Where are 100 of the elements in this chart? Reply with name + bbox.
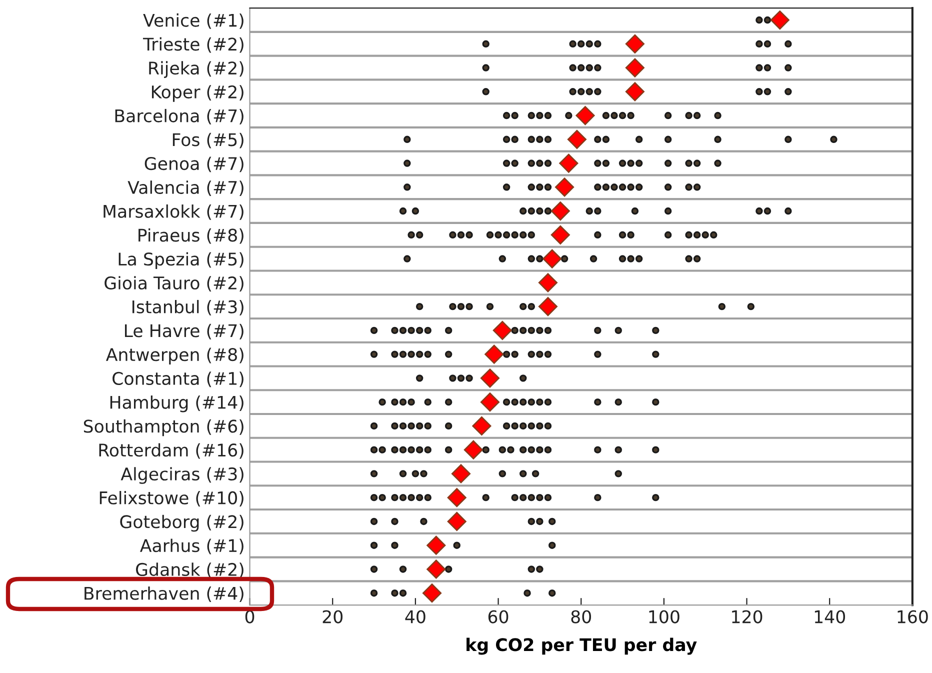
point (631, 207, 639, 215)
point (502, 231, 510, 239)
point (408, 398, 415, 406)
point (511, 160, 518, 167)
y-tick-label: Genoa (#7) (144, 156, 244, 172)
point (747, 302, 755, 310)
point (482, 446, 490, 454)
point (426, 536, 446, 555)
point (399, 446, 407, 454)
point (416, 231, 424, 239)
y-tick-label: Gdansk (#2) (136, 562, 244, 578)
y-tick-label: Le Havre (#7) (124, 324, 244, 340)
point (577, 64, 585, 72)
point (602, 184, 610, 191)
point (685, 231, 692, 239)
point (784, 136, 792, 144)
point (764, 207, 772, 215)
point (569, 64, 576, 72)
point (602, 112, 610, 120)
point (594, 207, 602, 215)
point (520, 398, 527, 406)
point (466, 231, 473, 239)
point (536, 566, 544, 573)
point (502, 136, 510, 144)
point (594, 40, 602, 48)
point (538, 297, 558, 316)
point (422, 584, 442, 603)
point (544, 136, 552, 144)
point (594, 64, 602, 72)
point (482, 64, 490, 72)
point (627, 255, 634, 262)
point (486, 302, 494, 310)
x-tick-label: 140 (814, 610, 846, 624)
point (536, 160, 544, 167)
point (520, 326, 527, 334)
y-tick-label: Valencia (#7) (128, 180, 244, 196)
y-tick-label: Hamburg (#14) (110, 395, 244, 412)
y-tick-label: Rijeka (#2) (149, 61, 244, 78)
point (444, 350, 452, 358)
point (664, 160, 672, 167)
point (447, 488, 466, 508)
point (420, 470, 428, 478)
point (498, 446, 506, 454)
point (756, 64, 763, 72)
point (627, 112, 634, 120)
point (391, 494, 398, 502)
point (502, 422, 510, 430)
point (614, 326, 622, 334)
point (544, 446, 552, 454)
point (567, 130, 586, 149)
point (559, 154, 578, 173)
point (486, 231, 494, 239)
y-tick-label: Venice (#1) (143, 13, 244, 29)
point (492, 320, 512, 340)
point (399, 589, 407, 597)
point (404, 136, 411, 144)
point (378, 446, 386, 454)
point (528, 136, 536, 144)
point (652, 350, 660, 358)
point (453, 542, 460, 549)
point (764, 64, 772, 72)
point (370, 589, 378, 597)
point (664, 136, 672, 144)
point (498, 255, 506, 262)
y-tick-label: Gioia Tauro (#2) (104, 276, 244, 292)
point (520, 422, 527, 430)
point (627, 160, 634, 167)
point (502, 112, 510, 120)
point (560, 255, 568, 262)
point (536, 446, 544, 454)
point (652, 494, 660, 502)
point (685, 184, 692, 191)
point (576, 106, 595, 126)
point (664, 184, 672, 191)
point (370, 470, 378, 478)
point (586, 64, 593, 72)
point (594, 88, 602, 96)
point (424, 398, 432, 406)
point (502, 160, 510, 167)
point (451, 464, 471, 484)
point (416, 350, 424, 358)
y-tick-label: Fos (#5) (172, 132, 244, 148)
point (511, 231, 518, 239)
point (399, 398, 407, 406)
point (635, 255, 643, 262)
point (482, 40, 490, 48)
point (610, 184, 618, 191)
point (528, 446, 536, 454)
point (511, 350, 518, 358)
point (457, 374, 465, 382)
point (536, 136, 544, 144)
point (528, 231, 536, 239)
point (693, 112, 701, 120)
point (594, 136, 602, 144)
y-tick-label: Algeciras (#3) (120, 467, 244, 484)
point (520, 494, 527, 502)
point (370, 494, 378, 502)
point (830, 136, 838, 144)
point (408, 231, 415, 239)
point (594, 326, 602, 334)
